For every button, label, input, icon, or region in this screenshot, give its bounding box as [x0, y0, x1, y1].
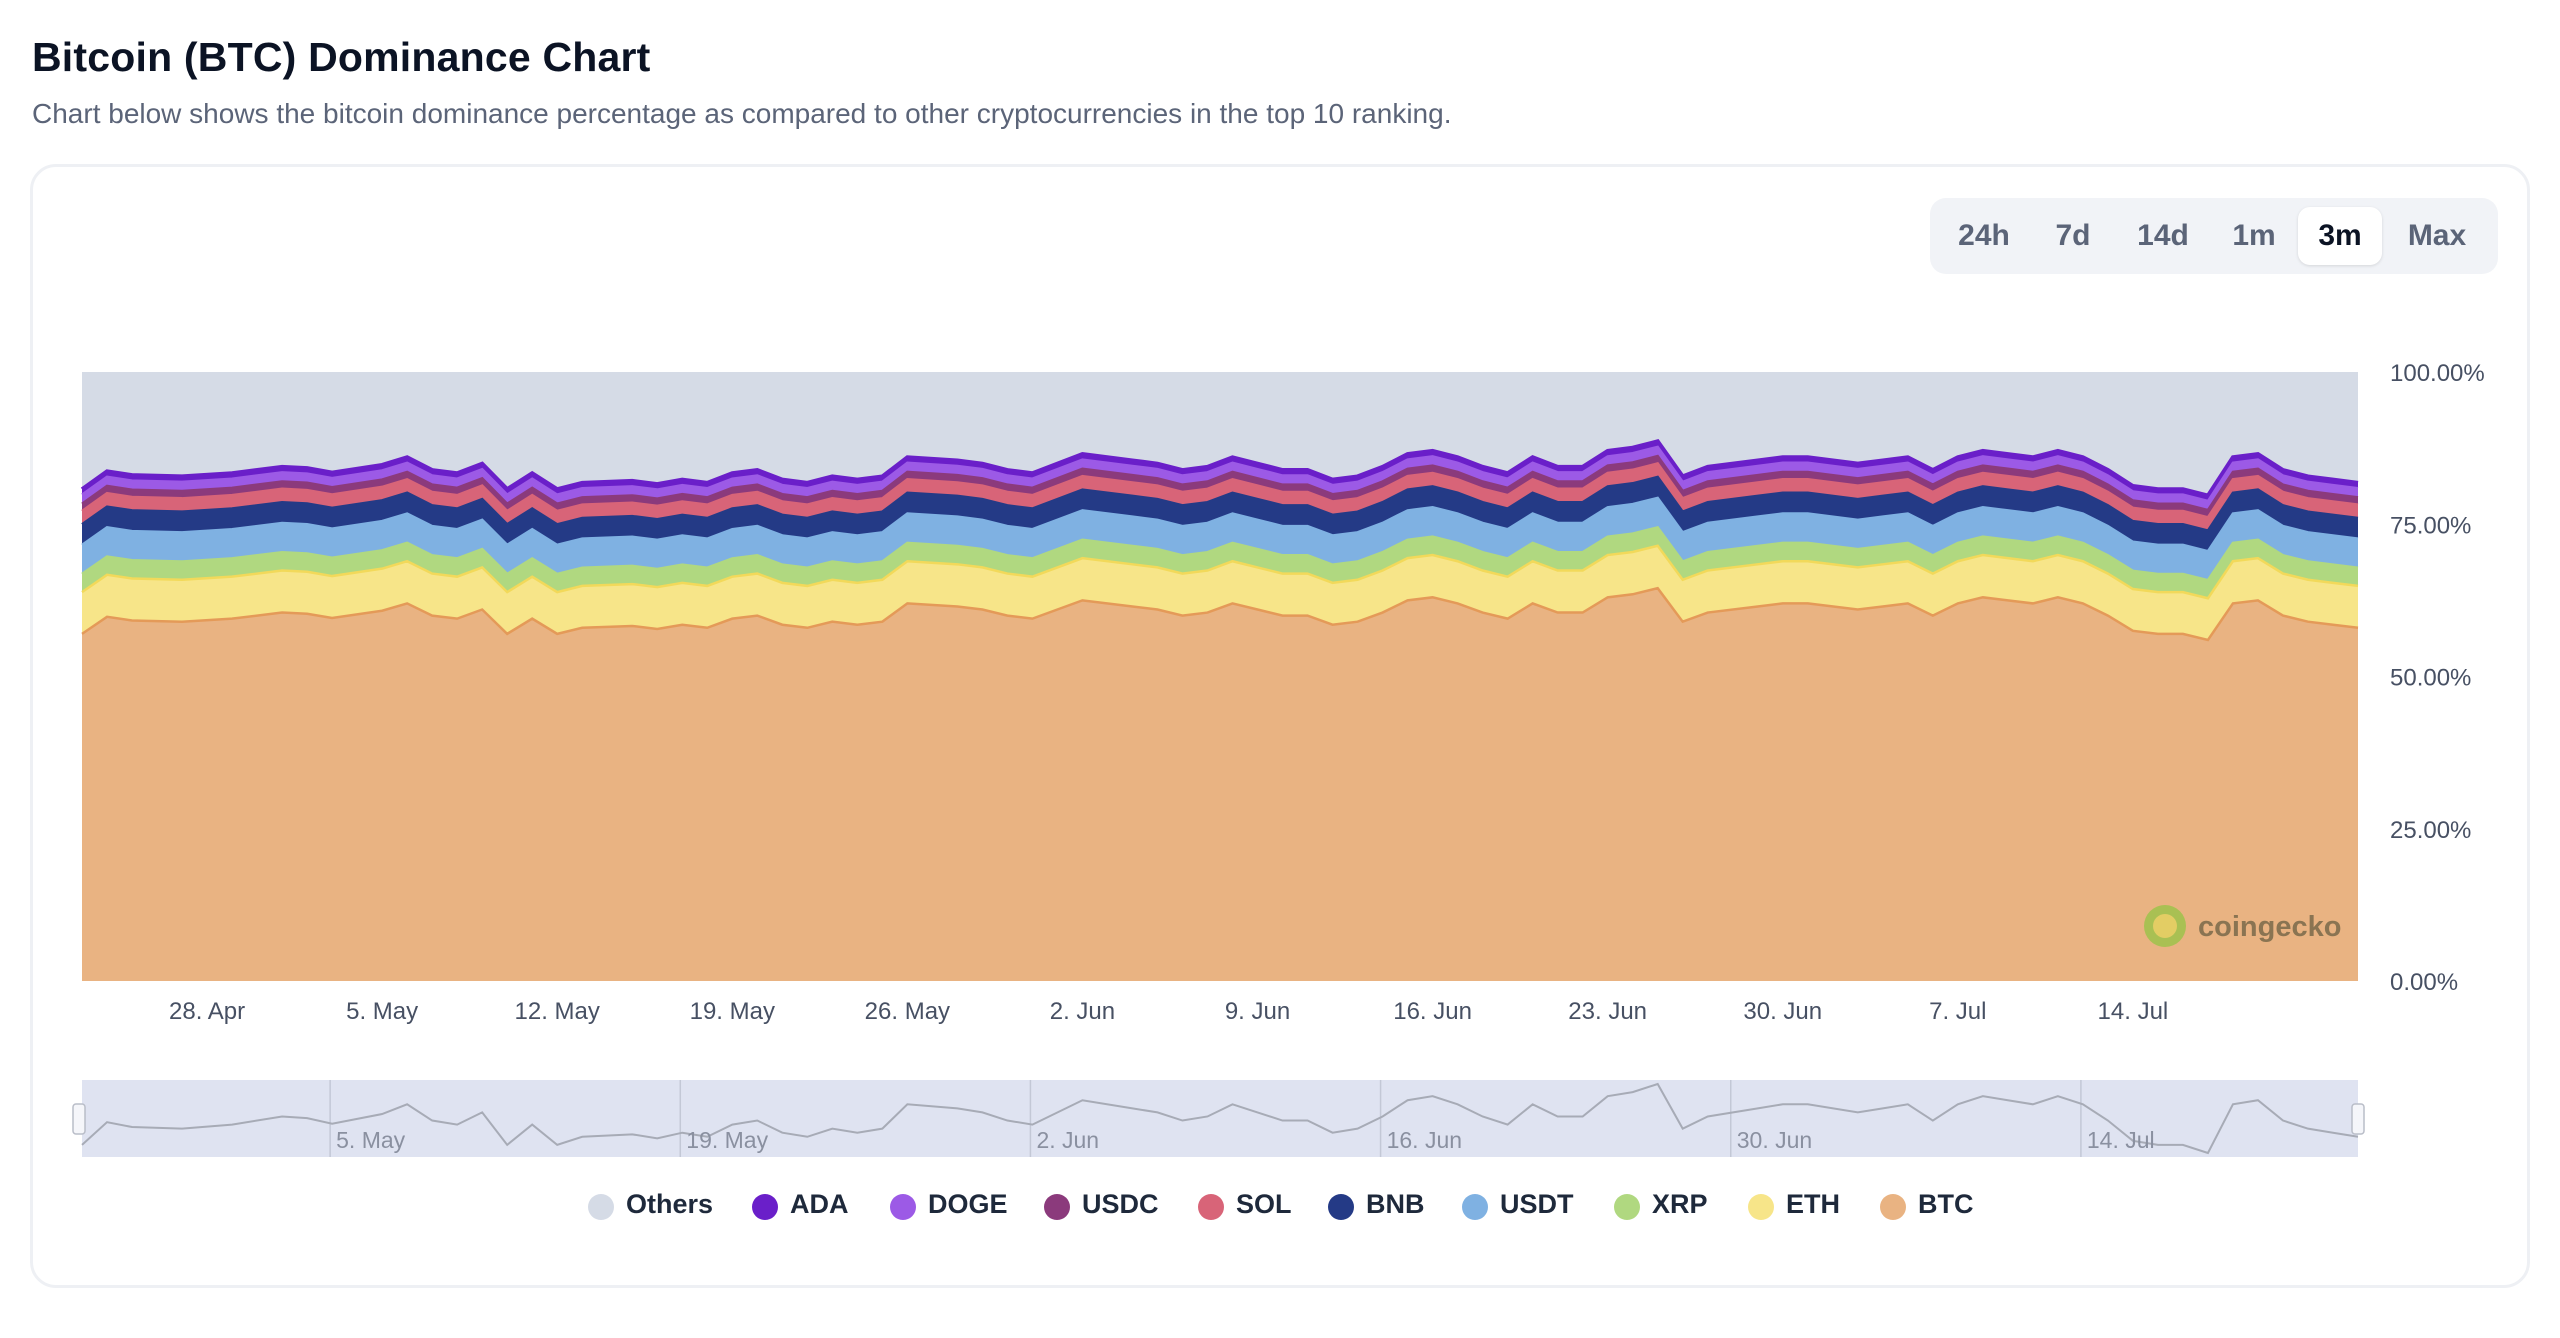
legend-dot-icon: [1880, 1194, 1906, 1220]
coingecko-logo-inner-icon: [2153, 914, 2177, 938]
range-button-24h[interactable]: 24h: [1958, 219, 2010, 252]
legend-label: BTC: [1918, 1189, 1974, 1219]
line-eth: [81, 544, 2359, 600]
navigator-gridlines: [329, 1080, 2082, 1157]
x-tick-label: 14. Jul: [2098, 998, 2169, 1025]
legend-dot-icon: [1748, 1194, 1774, 1220]
legend-dot-icon: [752, 1194, 778, 1220]
x-tick-label: 23. Jun: [1568, 998, 1647, 1025]
y-axis-labels: 100.00% 75.00% 50.00% 25.00% 0.00%: [2390, 360, 2485, 996]
navigator-labels: 5. May 19. May 2. Jun 16. Jun 30. Jun 14. Jul: [336, 1127, 2155, 1153]
y-tick-label: 100.00%: [2390, 360, 2485, 387]
x-tick-label: 16. Jun: [1393, 998, 1472, 1025]
line-bnb: [81, 475, 2359, 533]
legend-label: XRP: [1652, 1189, 1708, 1219]
x-tick-label: 30. Jun: [1743, 998, 1822, 1025]
watermark-text: coingecko: [2198, 911, 2341, 943]
x-tick-label: 9. Jun: [1225, 998, 1290, 1025]
y-tick-label: 25.00%: [2390, 817, 2471, 844]
legend-dot-icon: [890, 1194, 916, 1220]
navigator-line: [81, 1082, 2359, 1155]
navigator-tick-label: 16. Jun: [1387, 1127, 1462, 1153]
legend-dot-icon: [1614, 1194, 1640, 1220]
line-sol: [81, 462, 2359, 519]
y-tick-label: 0.00%: [2390, 969, 2458, 996]
line-xrp: [81, 525, 2359, 582]
range-button-14d[interactable]: 14d: [2137, 219, 2189, 252]
x-tick-label: 19. May: [690, 998, 775, 1025]
legend-label: BNB: [1366, 1189, 1425, 1219]
x-tick-label: 7. Jul: [1929, 998, 1986, 1025]
area-series-group: [80, 372, 2359, 982]
navigator-handle-left[interactable]: [72, 1103, 86, 1135]
x-tick-label: 12. May: [515, 998, 600, 1025]
x-tick-label: 26. May: [865, 998, 950, 1025]
time-range-selector: 24h 7d 14d 1m 3m Max: [1930, 198, 2498, 274]
legend-label: USDC: [1082, 1189, 1159, 1219]
x-tick-label: 5. May: [346, 998, 418, 1025]
chart-legend: Others ADA DOGE USDC SOL BNB USDT XRP ET…: [0, 1186, 2560, 1226]
legend-dot-icon: [1044, 1194, 1070, 1220]
legend-label: Others: [626, 1189, 714, 1219]
legend-label: SOL: [1236, 1189, 1292, 1219]
line-usdc: [81, 454, 2359, 512]
legend-dot-icon: [588, 1194, 614, 1220]
y-tick-label: 75.00%: [2390, 512, 2471, 539]
navigator-tick-label: 14. Jul: [2087, 1127, 2155, 1153]
line-doge: [81, 445, 2359, 503]
area-btc: [82, 588, 2358, 981]
legend-label: ADA: [790, 1189, 849, 1219]
range-button-1m[interactable]: 1m: [2232, 219, 2276, 252]
page-subtitle: Chart below shows the bitcoin dominance …: [32, 98, 1452, 129]
range-button-7d[interactable]: 7d: [2055, 219, 2091, 252]
legend-label: ETH: [1786, 1189, 1840, 1219]
navigator-background[interactable]: [82, 1080, 2358, 1157]
legend-dot-icon: [1462, 1194, 1488, 1220]
line-ada: [80, 439, 2359, 498]
legend-label: USDT: [1500, 1189, 1574, 1219]
navigator-tick-label: 5. May: [336, 1127, 406, 1153]
line-usdt: [81, 496, 2359, 553]
navigator-tick-label: 2. Jun: [1036, 1127, 1099, 1153]
y-tick-label: 50.00%: [2390, 665, 2471, 692]
line-btc: [81, 586, 2359, 642]
navigator-handle-right[interactable]: [2351, 1103, 2365, 1135]
x-axis-labels: 28. Apr 5. May 12. May 19. May 26. May 2. Jun…: [169, 998, 2168, 1025]
legend-dot-icon: [1328, 1194, 1354, 1220]
legend-label: DOGE: [928, 1189, 1008, 1219]
range-button-3m[interactable]: 3m: [2298, 207, 2382, 265]
x-tick-label: 28. Apr: [169, 998, 245, 1025]
navigator[interactable]: 5. May 19. May 2. Jun 16. Jun 30. Jun 14. Jul: [72, 1080, 2365, 1157]
page-title: Bitcoin (BTC) Dominance Chart: [32, 34, 651, 80]
range-button-max[interactable]: Max: [2407, 219, 2467, 252]
watermark: coingecko: [2144, 905, 2341, 947]
navigator-tick-label: 30. Jun: [1737, 1127, 1812, 1153]
x-tick-label: 2. Jun: [1050, 998, 1115, 1025]
navigator-tick-label: 19. May: [686, 1127, 768, 1153]
legend-dot-icon: [1198, 1194, 1224, 1220]
